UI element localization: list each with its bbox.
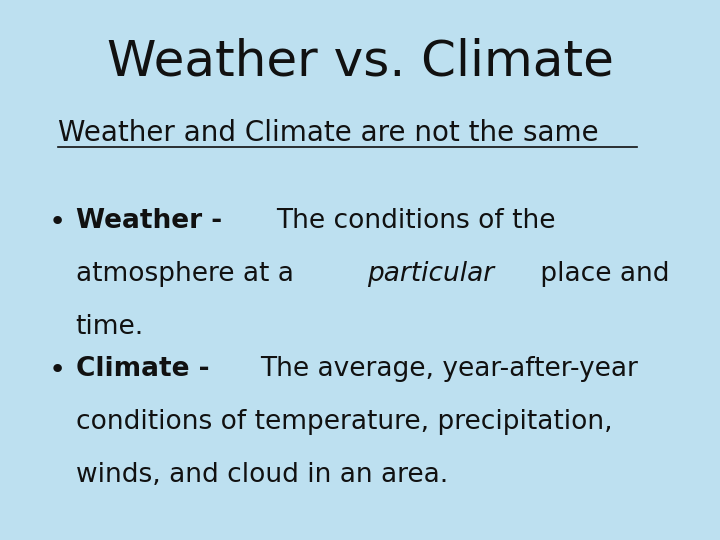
Text: time.: time.	[76, 314, 144, 340]
Text: The conditions of the: The conditions of the	[276, 208, 555, 234]
Text: The average, year-after-year: The average, year-after-year	[260, 356, 637, 382]
Text: Weather vs. Climate: Weather vs. Climate	[107, 38, 613, 86]
Text: Weather and Climate are not the same: Weather and Climate are not the same	[58, 119, 598, 147]
Text: winds, and cloud in an area.: winds, and cloud in an area.	[76, 462, 448, 488]
Text: •: •	[49, 356, 66, 384]
Text: place and: place and	[531, 261, 669, 287]
Text: Weather -: Weather -	[76, 208, 231, 234]
Text: Climate -: Climate -	[76, 356, 218, 382]
Text: particular: particular	[367, 261, 495, 287]
Text: •: •	[49, 208, 66, 236]
Text: conditions of temperature, precipitation,: conditions of temperature, precipitation…	[76, 409, 612, 435]
Text: atmosphere at a: atmosphere at a	[76, 261, 302, 287]
